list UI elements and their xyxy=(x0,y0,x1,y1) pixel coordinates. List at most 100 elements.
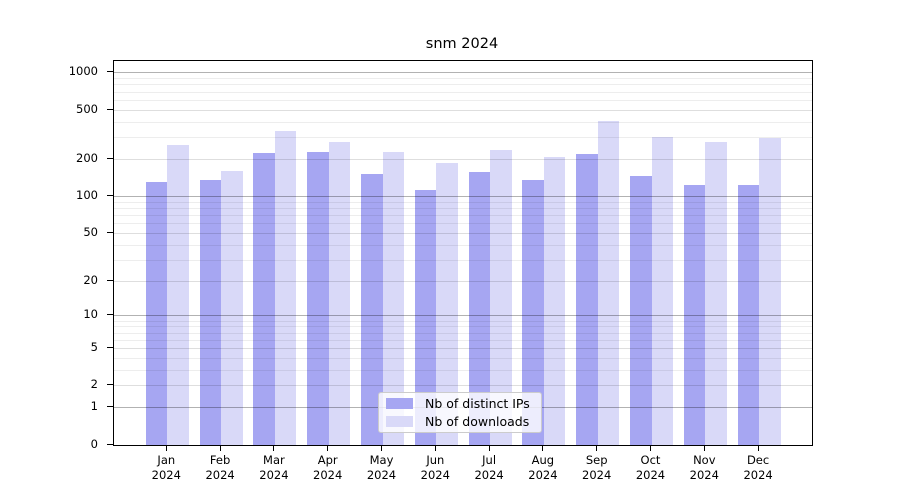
x-axis-tick xyxy=(757,446,759,451)
x-tick-label-year: 2024 xyxy=(582,468,612,482)
legend: Nb of distinct IPs Nb of downloads xyxy=(378,392,542,433)
x-tick-label: Jan 2024 xyxy=(134,453,198,483)
x-tick-label-year: 2024 xyxy=(689,468,719,482)
x-tick-label-month: Mar xyxy=(263,453,285,467)
bar-distinct-ips xyxy=(414,190,437,445)
x-tick-label: Oct 2024 xyxy=(619,453,683,483)
bar-distinct-ips xyxy=(307,152,329,445)
y-axis-tick xyxy=(107,314,114,316)
legend-label-distinct-ips: Nb of distinct IPs xyxy=(425,396,530,411)
x-axis-tick xyxy=(434,446,436,451)
y-axis-tick xyxy=(107,231,114,233)
minor-gridline xyxy=(114,78,812,80)
y-axis-tick xyxy=(107,443,114,445)
x-tick-label-year: 2024 xyxy=(259,468,289,482)
x-axis-tick xyxy=(596,446,598,451)
x-tick-label: Jun 2024 xyxy=(403,453,467,483)
bar-distinct-ips xyxy=(737,184,760,445)
x-tick-label-month: Sep xyxy=(585,453,608,467)
x-tick-label: Aug 2024 xyxy=(511,453,575,483)
y-axis-tick xyxy=(107,157,114,159)
x-tick-label-year: 2024 xyxy=(205,468,235,482)
minor-gridline xyxy=(114,84,812,86)
y-tick-label: 20 xyxy=(83,272,98,287)
x-axis-tick xyxy=(219,446,221,451)
x-tick-label-month: May xyxy=(369,453,394,467)
bar-distinct-ips xyxy=(145,182,168,445)
bar-downloads xyxy=(759,137,781,445)
bar-downloads xyxy=(328,142,351,445)
x-axis-tick xyxy=(542,446,544,451)
y-tick-label: 500 xyxy=(76,101,98,116)
y-axis-tick xyxy=(107,194,114,196)
y-tick-label: 1 xyxy=(90,399,98,414)
x-tick-label-month: Feb xyxy=(209,453,231,467)
x-tick-label: Feb 2024 xyxy=(188,453,252,483)
bar-downloads xyxy=(597,120,620,445)
y-tick-label: 100 xyxy=(76,187,98,202)
y-tick-label: 10 xyxy=(83,307,98,322)
minor-gridline xyxy=(114,137,812,139)
bar-downloads xyxy=(705,141,727,445)
x-axis-tick xyxy=(165,446,167,451)
y-axis-tick xyxy=(107,406,114,408)
x-tick-label-month: Apr xyxy=(317,453,338,467)
legend-swatch-distinct-ips xyxy=(386,398,413,409)
plot-area xyxy=(113,60,813,446)
y-tick-label: 5 xyxy=(90,340,98,354)
x-axis-tick xyxy=(650,446,651,451)
x-tick-label: Apr 2024 xyxy=(296,453,360,483)
bar-distinct-ips xyxy=(199,180,222,445)
x-axis-tick xyxy=(273,446,275,451)
chart-title: snm 2024 xyxy=(425,36,499,52)
y-tick-label: 200 xyxy=(76,150,98,165)
y-tick-label: 50 xyxy=(83,224,98,239)
minor-gridline xyxy=(114,91,812,93)
y-axis-tick xyxy=(107,108,114,110)
x-tick-label-year: 2024 xyxy=(635,468,666,482)
x-tick-label-year: 2024 xyxy=(151,468,181,482)
legend-row-downloads: Nb of downloads xyxy=(386,414,533,429)
x-tick-label: Dec 2024 xyxy=(726,453,790,483)
y-tick-label: 2 xyxy=(90,377,98,392)
bar-downloads xyxy=(167,145,189,445)
bar-distinct-ips xyxy=(361,173,383,445)
x-tick-label-year: 2024 xyxy=(366,468,397,482)
bar-distinct-ips xyxy=(253,153,275,445)
bar-distinct-ips xyxy=(683,185,706,445)
bar-downloads xyxy=(651,136,673,445)
x-tick-label-year: 2024 xyxy=(474,468,504,482)
x-axis-tick xyxy=(488,446,490,451)
x-axis-tick xyxy=(703,446,705,451)
x-tick-label-month: Oct xyxy=(640,453,661,467)
y-axis-tick xyxy=(107,279,114,281)
bar-downloads xyxy=(490,150,512,445)
bar-distinct-ips xyxy=(522,179,544,445)
decade-gridline xyxy=(114,72,812,74)
x-tick-label-month: Jun xyxy=(426,453,445,467)
x-tick-label-year: 2024 xyxy=(743,468,773,482)
bar-downloads xyxy=(221,170,243,445)
x-tick-label: Jul 2024 xyxy=(457,453,521,483)
major-gridline xyxy=(114,109,812,111)
minor-gridline xyxy=(114,121,812,123)
y-tick-label: 1000 xyxy=(68,64,98,79)
x-tick-label: May 2024 xyxy=(350,453,414,483)
y-axis-tick xyxy=(107,71,114,73)
x-tick-label-month: Jan xyxy=(157,453,176,467)
legend-row-distinct-ips: Nb of distinct IPs xyxy=(386,396,533,411)
bar-distinct-ips xyxy=(468,172,491,445)
y-axis-tick xyxy=(107,347,114,348)
bar-distinct-ips xyxy=(576,154,598,445)
minor-gridline xyxy=(114,99,812,101)
x-tick-label-month: Jul xyxy=(482,453,497,467)
x-tick-label-month: Dec xyxy=(746,453,770,467)
bar-downloads xyxy=(436,163,458,445)
legend-label-downloads: Nb of downloads xyxy=(425,414,530,429)
bar-downloads xyxy=(543,156,566,445)
legend-swatch-downloads xyxy=(386,416,413,427)
bar-downloads xyxy=(382,152,404,445)
x-tick-label: Nov 2024 xyxy=(672,453,736,483)
x-tick-label-month: Nov xyxy=(693,453,716,467)
